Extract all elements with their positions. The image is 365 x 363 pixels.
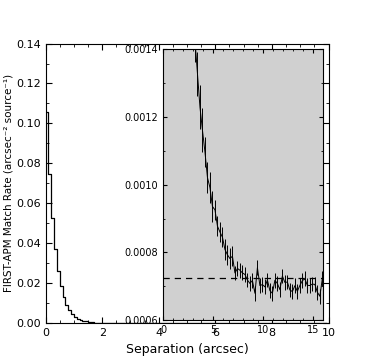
- Y-axis label: FIRST-APM Match Rate (arcsec⁻² source⁻¹): FIRST-APM Match Rate (arcsec⁻² source⁻¹): [3, 74, 13, 292]
- X-axis label: Separation (arcsec): Separation (arcsec): [126, 343, 249, 356]
